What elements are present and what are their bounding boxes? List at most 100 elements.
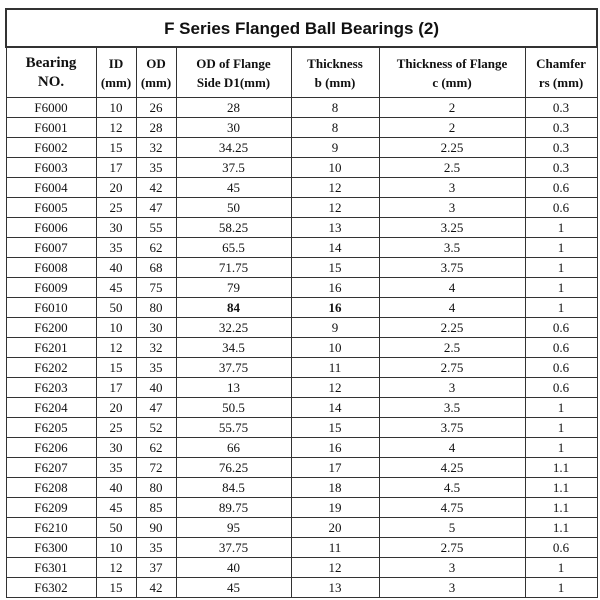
table-cell: 84 <box>175 297 292 318</box>
table-cell: F6209 <box>5 497 97 518</box>
table-cell: 0.6 <box>524 377 598 398</box>
table-cell: 62 <box>135 437 177 458</box>
table-row: F6000 10 26 28 8 2 0.3 <box>5 97 598 118</box>
table-cell: 1.1 <box>524 457 598 478</box>
header-line: rs (mm) <box>538 74 584 90</box>
table-cell: 3 <box>378 177 526 198</box>
table-cell: 35 <box>135 537 177 558</box>
table-cell: 32.25 <box>175 317 292 338</box>
table-cell: F6301 <box>5 557 97 578</box>
table-cell: 3.25 <box>378 217 526 238</box>
table-cell: 15 <box>95 577 137 598</box>
header-row: Bearing NO. ID (mm) OD (mm) OD of Flange Side D… <box>5 46 598 98</box>
table-cell: 20 <box>290 517 380 538</box>
table-cell: 10 <box>95 537 137 558</box>
table-title: F Series Flanged Ball Bearings (2) <box>4 8 599 48</box>
table-cell: 8 <box>290 117 380 138</box>
table-container: F Series Flanged Ball Bearings (2) Bearin… <box>4 8 599 598</box>
table-cell: 12 <box>290 557 380 578</box>
table-cell: 13 <box>290 217 380 238</box>
table-cell: 0.3 <box>524 117 598 138</box>
table-cell: F6302 <box>5 577 97 598</box>
table-cell: 1 <box>524 417 598 438</box>
table-cell: 0.6 <box>524 177 598 198</box>
table-cell: 2 <box>378 97 526 118</box>
table-cell: 62 <box>135 237 177 258</box>
table-cell: 72 <box>135 457 177 478</box>
table-cell: 40 <box>95 477 137 498</box>
column-header: Bearing NO. <box>5 46 97 98</box>
table-cell: 12 <box>95 117 137 138</box>
table-cell: 14 <box>290 397 380 418</box>
table-cell: 35 <box>135 357 177 378</box>
table-cell: 37 <box>135 557 177 578</box>
table-cell: 2 <box>378 117 526 138</box>
header-line: Bearing <box>25 54 77 71</box>
header-line: (mm) <box>140 74 172 90</box>
table-cell: 25 <box>95 197 137 218</box>
table-row: F6009 45 75 79 16 4 1 <box>5 277 598 298</box>
table-cell: 9 <box>290 317 380 338</box>
table-cell: 3.75 <box>378 417 526 438</box>
table-cell: 28 <box>175 97 292 118</box>
table-cell: 37.5 <box>175 157 292 178</box>
table-cell: 26 <box>135 97 177 118</box>
table-cell: 15 <box>290 417 380 438</box>
table-cell: F6007 <box>5 237 97 258</box>
table-cell: F6203 <box>5 377 97 398</box>
table-cell: 15 <box>95 357 137 378</box>
table-cell: 0.6 <box>524 337 598 358</box>
table-row: F6001 12 28 30 8 2 0.3 <box>5 117 598 138</box>
table-cell: 3.75 <box>378 257 526 278</box>
table-cell: 85 <box>135 497 177 518</box>
table-cell: 0.6 <box>524 357 598 378</box>
table-cell: 37.75 <box>175 357 292 378</box>
table-cell: 1 <box>524 557 598 578</box>
table-cell: 1 <box>524 257 598 278</box>
table-cell: 8 <box>290 97 380 118</box>
table-cell: 0.6 <box>524 317 598 338</box>
table-cell: 9 <box>290 137 380 158</box>
column-header: ID (mm) <box>95 46 137 98</box>
table-cell: 0.6 <box>524 537 598 558</box>
table-cell: 50.5 <box>175 397 292 418</box>
table-cell: 35 <box>135 157 177 178</box>
table-cell: 40 <box>95 257 137 278</box>
table-cell: 45 <box>175 177 292 198</box>
table-cell: 16 <box>290 277 380 298</box>
table-row: F6003 17 35 37.5 10 2.5 0.3 <box>5 157 598 178</box>
table-cell: 2.25 <box>378 137 526 158</box>
table-cell: 12 <box>95 557 137 578</box>
bearing-table: F Series Flanged Ball Bearings (2) Bearin… <box>4 8 599 598</box>
table-cell: 16 <box>290 437 380 458</box>
table-cell: F6208 <box>5 477 97 498</box>
table-cell: 0.3 <box>524 157 598 178</box>
table-cell: 3 <box>378 197 526 218</box>
table-cell: F6201 <box>5 337 97 358</box>
table-row: F6203 17 40 13 12 3 0.6 <box>5 377 598 398</box>
table-cell: 13 <box>175 377 292 398</box>
table-cell: 95 <box>175 517 292 538</box>
table-row: F6002 15 32 34.25 9 2.25 0.3 <box>5 137 598 158</box>
table-cell: 34.5 <box>175 337 292 358</box>
table-cell: F6205 <box>5 417 97 438</box>
table-cell: 15 <box>290 257 380 278</box>
table-cell: 84.5 <box>175 477 292 498</box>
table-row: F6202 15 35 37.75 11 2.75 0.6 <box>5 357 598 378</box>
table-cell: 30 <box>95 437 137 458</box>
table-cell: 1 <box>524 237 598 258</box>
table-cell: 45 <box>95 497 137 518</box>
table-cell: 0.6 <box>524 197 598 218</box>
table-cell: 3 <box>378 577 526 598</box>
table-cell: 2.25 <box>378 317 526 338</box>
table-cell: 47 <box>135 197 177 218</box>
table-cell: 2.75 <box>378 357 526 378</box>
table-cell: 3 <box>378 377 526 398</box>
table-cell: 17 <box>95 157 137 178</box>
table-cell: 1 <box>524 437 598 458</box>
table-cell: 42 <box>135 177 177 198</box>
table-cell: 3.5 <box>378 397 526 418</box>
table-row: F6008 40 68 71.75 15 3.75 1 <box>5 257 598 278</box>
table-cell: F6001 <box>5 117 97 138</box>
